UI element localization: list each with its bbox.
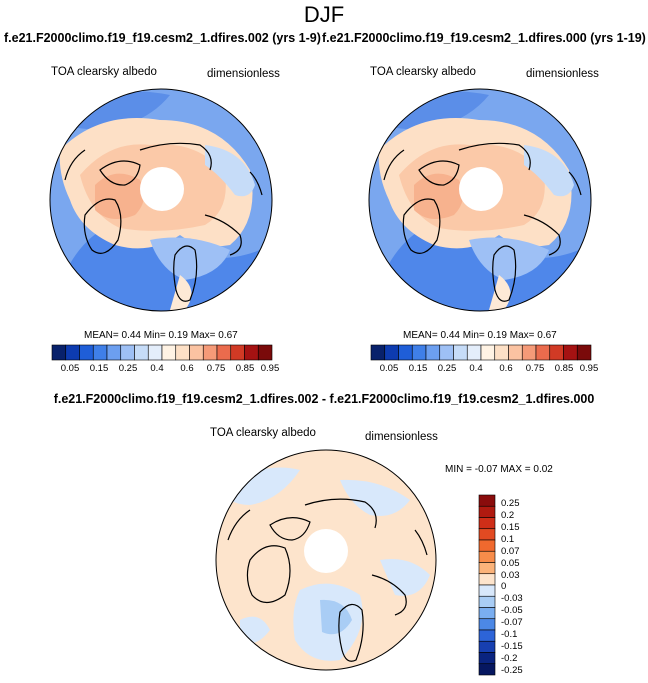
- right-cb-tick: 0.05: [379, 363, 399, 374]
- difference-title: f.e21.F2000climo.f19_f19.cesm2_1.dfires.…: [53, 392, 595, 406]
- difference-colorbar-swatch: [478, 528, 496, 541]
- difference-colorbar-swatch: [478, 663, 496, 676]
- diff-cb-tick: -0.1: [501, 629, 518, 640]
- difference-colorbar-swatch: [478, 517, 496, 530]
- right-mean-value: 0.44: [440, 330, 460, 341]
- diff-cb-tick: 0.1: [501, 534, 515, 545]
- diff-cb-tick: 0.07: [501, 546, 520, 557]
- difference-colorbar-swatch: [478, 629, 496, 642]
- left-cb-tick: 0.15: [89, 363, 109, 374]
- left-cb-tick: 0.75: [206, 363, 226, 374]
- difference-colorbar-swatch: [478, 562, 496, 575]
- right-cb-tick: 0.15: [408, 363, 428, 374]
- diff-cb-tick: -0.03: [501, 593, 523, 604]
- right-max-value: 0.67: [537, 330, 557, 341]
- right-cb-tick: 0.6: [499, 363, 513, 374]
- difference-colorbar-swatch: [478, 494, 496, 507]
- difference-colorbar-swatch: [478, 640, 496, 653]
- difference-colorbar: [478, 494, 496, 676]
- left-min-label: Min=: [143, 330, 166, 341]
- right-mean-label: MEAN=: [403, 330, 438, 341]
- left-cb-tick: 0.4: [150, 363, 164, 374]
- left-cb-tick: 0.95: [260, 363, 280, 374]
- left-cb-tick: 0.05: [60, 363, 80, 374]
- diff-max-value: 0.02: [533, 464, 553, 475]
- right-case-title: f.e21.F2000climo.f19_f19.cesm2_1.dfires.…: [322, 31, 646, 45]
- right-min-label: Min=: [462, 330, 485, 341]
- left-min-value: 0.19: [168, 330, 188, 341]
- diff-cb-tick: -0.25: [501, 665, 523, 676]
- right-cb-tick: 0.95: [579, 363, 599, 374]
- diff-cb-tick: -0.07: [501, 617, 523, 628]
- difference-colorbar-swatch: [478, 607, 496, 620]
- left-cb-tick: 0.85: [235, 363, 255, 374]
- diff-cb-tick: -0.2: [501, 653, 518, 664]
- difference-colorbar-swatch: [478, 573, 496, 586]
- difference-units: dimensionless: [365, 431, 438, 443]
- left-cb-tick: 0.25: [118, 363, 138, 374]
- left-cb-tick: 0.6: [180, 363, 194, 374]
- left-panel-units: dimensionless: [207, 68, 280, 80]
- difference-colorbar-swatch: [478, 505, 496, 518]
- figure-title: DJF: [303, 2, 345, 27]
- left-max-value: 0.67: [218, 330, 238, 341]
- diff-cb-tick: 0.05: [501, 558, 520, 569]
- left-case-title: f.e21.F2000climo.f19_f19.cesm2_1.dfires.…: [4, 31, 321, 45]
- diff-cb-tick: 0.2: [501, 510, 515, 521]
- difference-stats: MIN = -0.07 MAX = 0.02: [445, 464, 553, 475]
- difference-colorbar-swatch: [478, 652, 496, 665]
- diff-cb-tick: -0.05: [501, 605, 523, 616]
- left-mean-value: 0.44: [121, 330, 141, 341]
- right-panel-variable: TOA clearsky albedo: [370, 66, 476, 78]
- right-panel-stats: MEAN= 0.44 Min= 0.19 Max= 0.67: [403, 330, 557, 341]
- right-cb-tick: 0.75: [525, 363, 545, 374]
- right-min-value: 0.19: [487, 330, 507, 341]
- difference-colorbar-swatch: [478, 584, 496, 597]
- difference-colorbar-swatch: [478, 550, 496, 563]
- right-panel-units: dimensionless: [526, 68, 599, 80]
- diff-cb-tick: 0.15: [501, 522, 520, 533]
- left-colorbar-swatch: [257, 344, 273, 361]
- right-colorbar-swatch: [576, 344, 592, 361]
- left-mean-label: MEAN=: [84, 330, 119, 341]
- left-panel-stats: MEAN= 0.44 Min= 0.19 Max= 0.67: [84, 330, 238, 341]
- diff-cb-tick: 0: [501, 581, 507, 592]
- left-colorbar: [51, 344, 273, 361]
- diff-min-label: MIN =: [445, 464, 472, 475]
- right-cb-tick: 0.4: [469, 363, 483, 374]
- left-max-label: Max=: [190, 330, 216, 341]
- diff-cb-tick: 0.03: [501, 570, 520, 581]
- difference-colorbar-swatch: [478, 618, 496, 631]
- right-max-label: Max=: [509, 330, 535, 341]
- right-cb-tick: 0.25: [437, 363, 457, 374]
- difference-colorbar-swatch: [478, 595, 496, 608]
- right-colorbar: [370, 344, 592, 361]
- diff-cb-tick: -0.15: [501, 641, 523, 652]
- left-panel-variable: TOA clearsky albedo: [51, 66, 157, 78]
- diff-max-label: MAX =: [500, 464, 531, 475]
- difference-variable: TOA clearsky albedo: [210, 427, 316, 439]
- difference-colorbar-swatch: [478, 539, 496, 552]
- diff-min-value: -0.07: [474, 464, 498, 475]
- right-cb-tick: 0.85: [554, 363, 574, 374]
- diff-cb-tick: 0.25: [501, 498, 520, 509]
